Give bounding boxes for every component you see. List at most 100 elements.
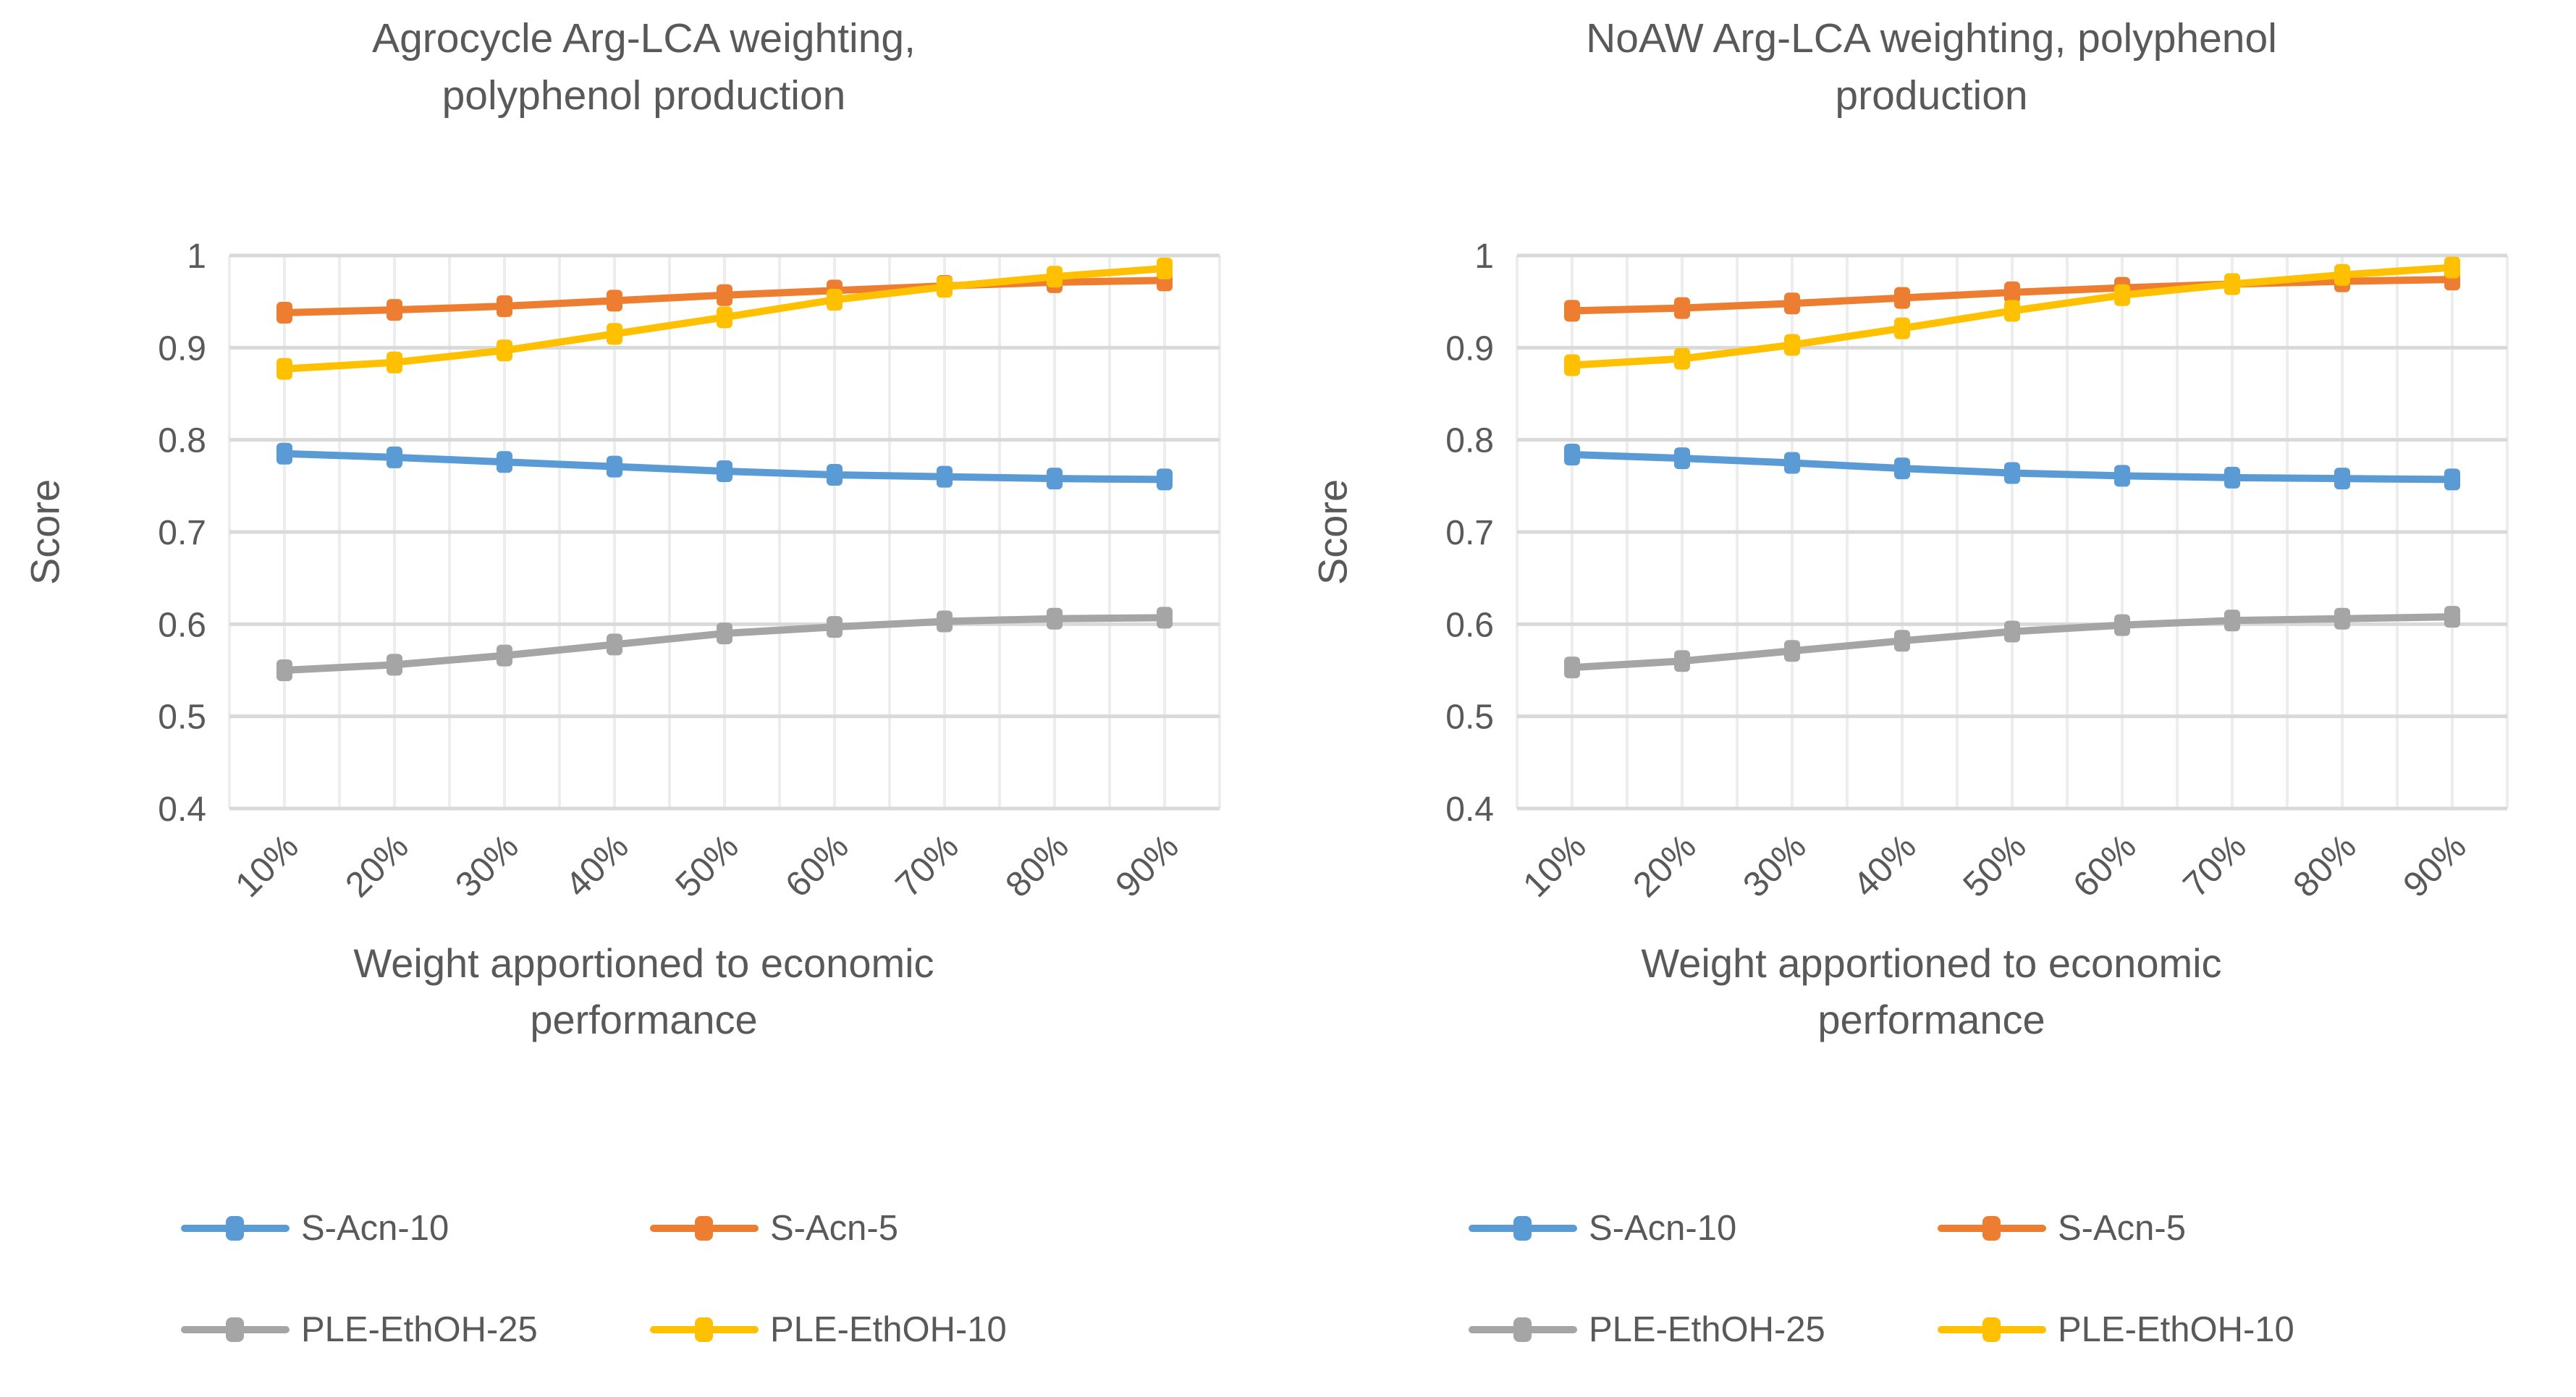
y-tick-label: 0.9 — [1445, 329, 1494, 368]
data-point-marker — [2334, 468, 2350, 490]
data-point-marker — [2444, 468, 2460, 491]
data-point-marker — [1674, 447, 1690, 470]
x-tick-label: 60% — [778, 827, 856, 906]
data-point-marker — [497, 451, 512, 473]
data-point-marker — [1674, 297, 1690, 319]
legend-label: PLE-EthOH-25 — [301, 1310, 538, 1349]
y-tick-label: 1 — [187, 237, 206, 276]
data-point-marker — [1564, 300, 1580, 322]
legend-marker-swatch — [1982, 1216, 2001, 1241]
legend-key — [1469, 1317, 1577, 1343]
data-point-marker — [2444, 256, 2460, 279]
legend-label: S-Acn-5 — [2058, 1209, 2187, 1248]
y-tick-label: 0.6 — [1445, 606, 1494, 644]
data-point-marker — [717, 284, 732, 306]
legend-label: S-Acn-10 — [301, 1209, 449, 1248]
data-point-marker — [2334, 607, 2350, 630]
y-tick-label: 0.8 — [1445, 422, 1494, 460]
data-point-marker — [276, 358, 292, 380]
data-point-marker — [497, 339, 512, 362]
data-point-marker — [2224, 609, 2240, 632]
legend-item: S-Acn-5 — [650, 1208, 1119, 1249]
y-tick-label: 0.8 — [158, 422, 206, 460]
x-tick-label: 80% — [2286, 827, 2364, 906]
data-point-marker — [387, 654, 402, 676]
data-point-marker — [607, 290, 622, 312]
data-point-marker — [827, 289, 843, 311]
x-tick-label: 30% — [448, 827, 526, 906]
legend-marker-swatch — [1982, 1317, 2001, 1342]
legend-key — [181, 1317, 290, 1343]
y-tick-label: 1 — [1474, 237, 1494, 276]
data-point-marker — [1894, 457, 1910, 480]
data-point-marker — [1784, 452, 1800, 474]
data-point-marker — [2004, 281, 2020, 303]
data-point-marker — [717, 622, 732, 645]
chart-title-line2: polyphenol production — [442, 72, 846, 119]
chart-panel-agrocycle: Agrocycle Arg-LCA weighting, polyphenol … — [22, 15, 1221, 1397]
data-point-marker — [2224, 273, 2240, 295]
data-point-marker — [1784, 292, 1800, 315]
data-point-marker — [1047, 266, 1063, 288]
data-point-marker — [1047, 607, 1063, 630]
data-point-marker — [2334, 263, 2350, 286]
legend-label: S-Acn-10 — [1589, 1209, 1737, 1248]
legend: S-Acn-10 S-Acn-5 PLE-EthOH-25 PLE-EthOH-… — [181, 1198, 1209, 1397]
legend-marker-swatch — [1513, 1317, 1532, 1342]
legend-item: S-Acn-10 — [1469, 1208, 1938, 1249]
legend-marker-swatch — [695, 1317, 713, 1342]
y-tick-label: 0.7 — [1445, 514, 1494, 552]
data-point-marker — [497, 644, 512, 667]
x-axis-title: Weight apportioned to economic performan… — [1288, 935, 2575, 1048]
data-point-marker — [827, 464, 843, 486]
legend-row: S-Acn-10 S-Acn-5 — [181, 1198, 1209, 1259]
data-point-marker — [1157, 607, 1173, 629]
legend-marker-swatch — [226, 1317, 244, 1342]
x-axis-title-line1: Weight apportioned to economic — [1641, 940, 2222, 986]
data-point-marker — [937, 610, 953, 633]
data-point-marker — [827, 616, 843, 638]
legend-item: PLE-EthOH-25 — [181, 1309, 650, 1350]
data-point-marker — [276, 442, 292, 465]
x-tick-label: 20% — [1626, 827, 1704, 906]
x-tick-label: 10% — [1516, 827, 1594, 906]
legend-item: PLE-EthOH-25 — [1469, 1309, 1938, 1350]
data-point-marker — [2444, 606, 2460, 628]
series-PLE-EthOH-10 — [1564, 256, 2460, 376]
legend: S-Acn-10 S-Acn-5 PLE-EthOH-25 PLE-EthOH-… — [1469, 1198, 2496, 1397]
x-tick-label: 90% — [2396, 827, 2474, 906]
legend-row: PLE-EthOH-25 PLE-EthOH-10 — [181, 1299, 1209, 1360]
y-tick-label: 0.9 — [158, 329, 206, 368]
data-point-marker — [1674, 650, 1690, 672]
legend-label: PLE-EthOH-10 — [2058, 1310, 2294, 1349]
legend-label: S-Acn-5 — [770, 1209, 899, 1248]
legend-label: PLE-EthOH-10 — [770, 1310, 1007, 1349]
chart-title-line1: Agrocycle Arg-LCA weighting, — [372, 15, 916, 62]
legend-key — [650, 1215, 759, 1241]
legend-marker-swatch — [1513, 1216, 1532, 1241]
data-point-marker — [607, 455, 622, 478]
chart-panel-noaw: NoAW Arg-LCA weighting, polyphenol produ… — [1288, 0, 2575, 1397]
x-tick-label: 60% — [2066, 827, 2144, 906]
x-tick-label: 80% — [998, 827, 1076, 906]
y-tick-label: 0.5 — [1445, 698, 1494, 737]
chart-title: NoAW Arg-LCA weighting, polyphenol produ… — [1288, 10, 2575, 124]
data-point-marker — [387, 299, 402, 321]
legend-key — [1938, 1215, 2046, 1241]
legend-key — [650, 1317, 759, 1343]
data-point-marker — [276, 301, 292, 324]
data-point-marker — [387, 446, 402, 468]
x-tick-label: 40% — [1846, 827, 1924, 906]
data-point-marker — [1894, 287, 1910, 309]
legend-key — [181, 1215, 290, 1241]
data-point-marker — [1157, 468, 1173, 491]
x-tick-label: 40% — [558, 827, 636, 906]
series-S-Acn-10 — [1564, 444, 2460, 491]
plot-area: 1 0.9 0.8 0.7 0.6 0.5 0.4 10% 20% 30% 40% 50% 60% 70%… — [1445, 237, 2509, 906]
chart-title-line1: NoAW Arg-LCA weighting, polyphenol — [1586, 15, 2277, 62]
x-tick-label: 30% — [1736, 827, 1814, 906]
data-point-marker — [1784, 640, 1800, 662]
series-PLE-EthOH-25 — [1564, 606, 2460, 679]
x-axis-title-line1: Weight apportioned to economic — [353, 940, 934, 986]
data-point-marker — [1674, 347, 1690, 370]
